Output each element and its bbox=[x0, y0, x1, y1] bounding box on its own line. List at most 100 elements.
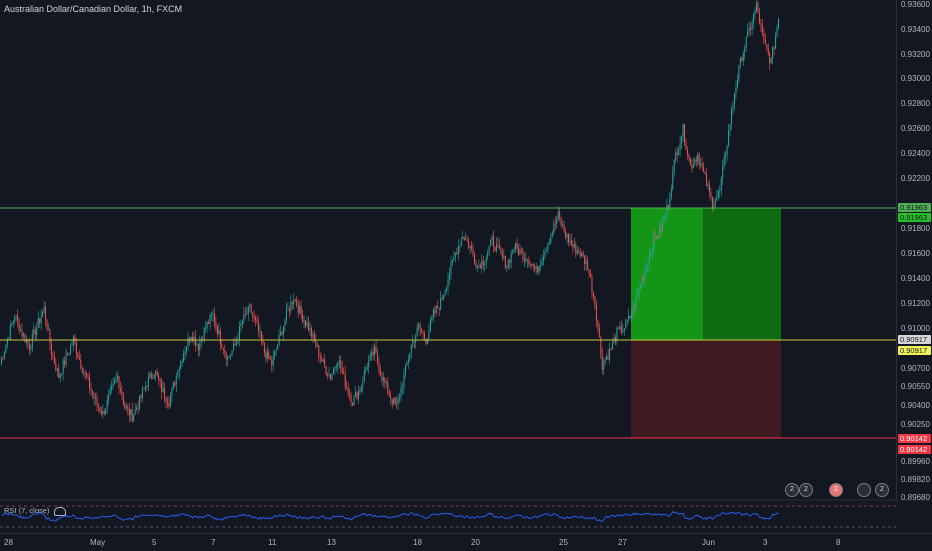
rsi-legend[interactable]: RSI (7, close) bbox=[4, 506, 66, 516]
candle bbox=[209, 314, 211, 325]
candle bbox=[591, 277, 593, 293]
calendar-event-icon[interactable]: 2 bbox=[785, 483, 799, 497]
candle bbox=[554, 223, 556, 225]
candle bbox=[666, 204, 668, 215]
price-tick: 0.91800 bbox=[901, 224, 930, 233]
candle bbox=[325, 365, 327, 374]
calendar-event-icon[interactable]: 2 bbox=[875, 483, 889, 497]
candle bbox=[537, 266, 539, 273]
price-axis[interactable]: 0.93600 0.93400 0.93200 0.93000 0.92800 … bbox=[896, 0, 932, 502]
candle bbox=[563, 224, 565, 232]
candle bbox=[321, 358, 323, 362]
candle bbox=[372, 351, 374, 356]
candle bbox=[495, 244, 498, 252]
candle bbox=[259, 331, 261, 333]
candle bbox=[196, 344, 198, 346]
indicator-settings-icon[interactable] bbox=[53, 506, 66, 516]
candle bbox=[506, 267, 508, 269]
candle bbox=[479, 264, 481, 269]
candle bbox=[371, 351, 373, 355]
candle bbox=[5, 345, 7, 353]
candle bbox=[421, 329, 423, 332]
candle bbox=[360, 385, 362, 392]
candle bbox=[262, 340, 264, 344]
candle bbox=[454, 252, 456, 257]
candle bbox=[776, 27, 778, 37]
candle bbox=[234, 343, 236, 346]
candle bbox=[548, 242, 550, 244]
candle bbox=[252, 313, 254, 317]
candle bbox=[594, 296, 596, 305]
candle bbox=[704, 171, 706, 175]
candle bbox=[544, 251, 546, 258]
candle bbox=[545, 249, 547, 252]
candle bbox=[212, 313, 214, 315]
candle bbox=[656, 236, 658, 239]
candle bbox=[93, 393, 95, 399]
candle bbox=[368, 360, 370, 368]
candle bbox=[99, 406, 101, 412]
candle bbox=[504, 255, 506, 269]
candle bbox=[112, 383, 114, 387]
candle bbox=[728, 130, 730, 146]
candle bbox=[394, 397, 396, 404]
candle bbox=[528, 259, 530, 265]
calendar-event-icon[interactable]: 2 bbox=[799, 483, 813, 497]
candle bbox=[341, 368, 343, 373]
candle bbox=[354, 392, 356, 397]
candle bbox=[15, 315, 17, 318]
candle bbox=[6, 339, 8, 346]
candle bbox=[18, 320, 20, 331]
candle bbox=[268, 351, 270, 359]
candle bbox=[331, 373, 333, 380]
time-tick: 27 bbox=[618, 538, 627, 547]
candle bbox=[438, 308, 440, 310]
candle bbox=[731, 109, 733, 125]
candle bbox=[770, 58, 772, 64]
candle bbox=[243, 314, 245, 322]
candle bbox=[230, 354, 232, 357]
candle bbox=[281, 332, 283, 335]
candle bbox=[357, 390, 359, 400]
candle bbox=[97, 404, 99, 407]
candle bbox=[632, 306, 634, 317]
candle bbox=[587, 260, 589, 270]
candle bbox=[140, 395, 142, 399]
candle bbox=[625, 320, 627, 329]
candle bbox=[525, 258, 527, 261]
candle bbox=[616, 328, 618, 342]
candle bbox=[581, 252, 583, 257]
candle bbox=[340, 360, 342, 369]
candle bbox=[532, 264, 534, 267]
time-tick: 18 bbox=[413, 538, 422, 547]
candle bbox=[244, 314, 246, 315]
candle bbox=[316, 345, 318, 347]
candle bbox=[128, 408, 130, 416]
calendar-event-icon[interactable] bbox=[857, 483, 871, 497]
candle bbox=[547, 243, 549, 250]
candle bbox=[629, 315, 631, 319]
time-tick: 8 bbox=[836, 538, 841, 547]
candle bbox=[228, 356, 230, 358]
candle bbox=[27, 340, 29, 344]
candle bbox=[382, 377, 384, 381]
candle bbox=[441, 298, 443, 300]
stop-price-tag: 0.90142 bbox=[898, 445, 931, 454]
candle bbox=[410, 345, 412, 354]
candle bbox=[576, 250, 578, 254]
target-price-tag: 0.91963 bbox=[898, 213, 931, 222]
candle bbox=[49, 329, 51, 344]
candle bbox=[166, 401, 168, 404]
candle bbox=[540, 265, 542, 266]
price-tick: 0.92200 bbox=[901, 174, 930, 183]
loss-zone[interactable] bbox=[631, 340, 781, 438]
candle bbox=[178, 369, 180, 377]
candle bbox=[47, 329, 49, 330]
candle bbox=[660, 225, 662, 232]
candle bbox=[595, 304, 597, 321]
flag-event-icon[interactable]: 2 bbox=[829, 483, 843, 497]
candle bbox=[384, 377, 386, 383]
time-axis[interactable]: 28 May 5 7 11 13 18 20 25 27 Jun 3 8 bbox=[0, 533, 932, 551]
candle bbox=[716, 196, 718, 201]
